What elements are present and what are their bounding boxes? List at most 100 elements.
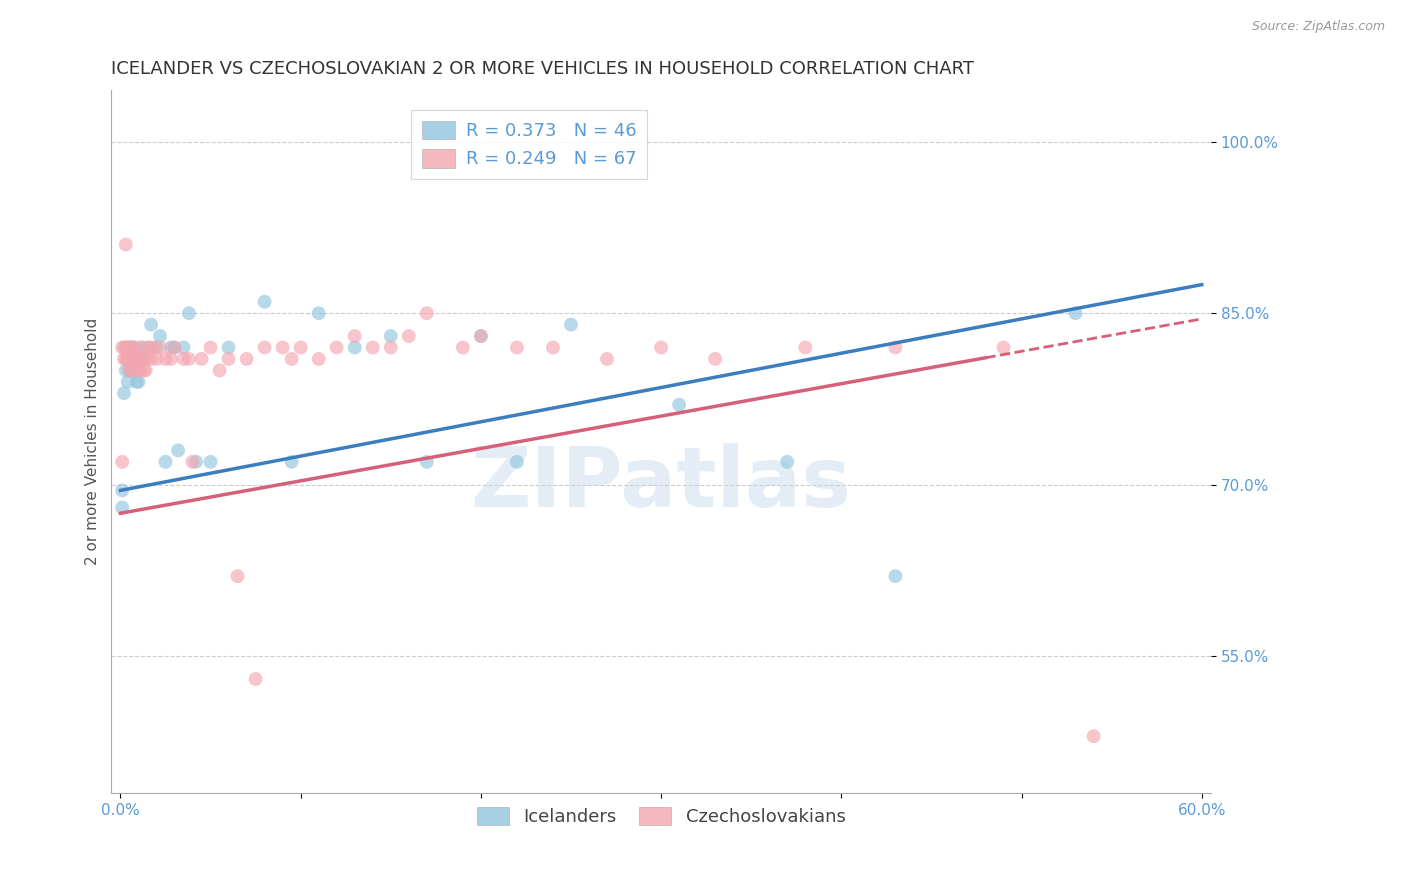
Point: [120, 341, 142, 355]
Point: [118, 351, 141, 366]
Point: [177, 306, 200, 320]
Point: [118, 363, 141, 377]
Point: [129, 363, 152, 377]
Point: [280, 455, 302, 469]
Point: [650, 341, 672, 355]
Point: [139, 318, 162, 332]
Point: [668, 398, 690, 412]
Point: [200, 341, 222, 355]
Point: [112, 386, 135, 401]
Point: [127, 363, 149, 377]
Point: [451, 341, 474, 355]
Point: [245, 672, 267, 686]
Point: [111, 483, 134, 498]
Point: [343, 341, 366, 355]
Point: [398, 329, 420, 343]
Point: [111, 455, 134, 469]
Point: [138, 341, 160, 355]
Point: [704, 351, 727, 366]
Point: [114, 341, 136, 355]
Point: [129, 351, 152, 366]
Point: [114, 363, 136, 377]
Point: [884, 341, 907, 355]
Point: [149, 341, 172, 355]
Y-axis label: 2 or more Vehicles in Household: 2 or more Vehicles in Household: [86, 318, 100, 566]
Point: [416, 455, 439, 469]
Point: [208, 363, 231, 377]
Point: [235, 351, 257, 366]
Point: [114, 351, 136, 366]
Point: [120, 363, 142, 377]
Point: [120, 363, 142, 377]
Point: [308, 351, 330, 366]
Point: [361, 341, 384, 355]
Point: [163, 341, 186, 355]
Point: [135, 363, 157, 377]
Point: [155, 455, 177, 469]
Point: [218, 341, 240, 355]
Point: [132, 363, 155, 377]
Point: [145, 341, 167, 355]
Point: [118, 341, 141, 355]
Point: [125, 375, 148, 389]
Point: [253, 341, 276, 355]
Point: [280, 351, 302, 366]
Point: [149, 329, 172, 343]
Point: [124, 363, 146, 377]
Point: [308, 306, 330, 320]
Point: [343, 329, 366, 343]
Point: [124, 351, 146, 366]
Point: [160, 341, 183, 355]
Point: [993, 341, 1015, 355]
Point: [118, 363, 141, 377]
Point: [122, 351, 145, 366]
Point: [184, 455, 207, 469]
Point: [131, 351, 153, 366]
Point: [125, 351, 148, 366]
Point: [1083, 729, 1105, 743]
Point: [117, 351, 139, 366]
Point: [120, 351, 142, 366]
Point: [132, 351, 155, 366]
Point: [380, 341, 402, 355]
Point: [112, 341, 135, 355]
Point: [117, 375, 139, 389]
Point: [139, 351, 162, 366]
Point: [271, 341, 294, 355]
Point: [122, 341, 145, 355]
Point: [173, 351, 195, 366]
Point: [200, 455, 222, 469]
Point: [541, 341, 564, 355]
Point: [794, 341, 817, 355]
Point: [181, 455, 204, 469]
Point: [117, 351, 139, 366]
Point: [190, 351, 212, 366]
Legend: Icelanders, Czechoslovakians: Icelanders, Czechoslovakians: [470, 800, 852, 833]
Point: [127, 351, 149, 366]
Point: [131, 341, 153, 355]
Text: ZIPatlas: ZIPatlas: [471, 443, 852, 524]
Point: [290, 341, 312, 355]
Point: [117, 341, 139, 355]
Point: [112, 351, 135, 366]
Point: [127, 351, 149, 366]
Point: [122, 346, 145, 360]
Point: [111, 341, 134, 355]
Point: [325, 341, 347, 355]
Point: [596, 351, 619, 366]
Point: [136, 341, 159, 355]
Point: [124, 341, 146, 355]
Point: [125, 363, 148, 377]
Point: [173, 341, 195, 355]
Point: [136, 351, 159, 366]
Point: [111, 500, 134, 515]
Point: [124, 351, 146, 366]
Point: [163, 341, 186, 355]
Point: [416, 306, 439, 320]
Point: [226, 569, 249, 583]
Text: Source: ZipAtlas.com: Source: ZipAtlas.com: [1251, 20, 1385, 33]
Point: [142, 341, 165, 355]
Point: [218, 351, 240, 366]
Point: [470, 329, 492, 343]
Point: [120, 341, 142, 355]
